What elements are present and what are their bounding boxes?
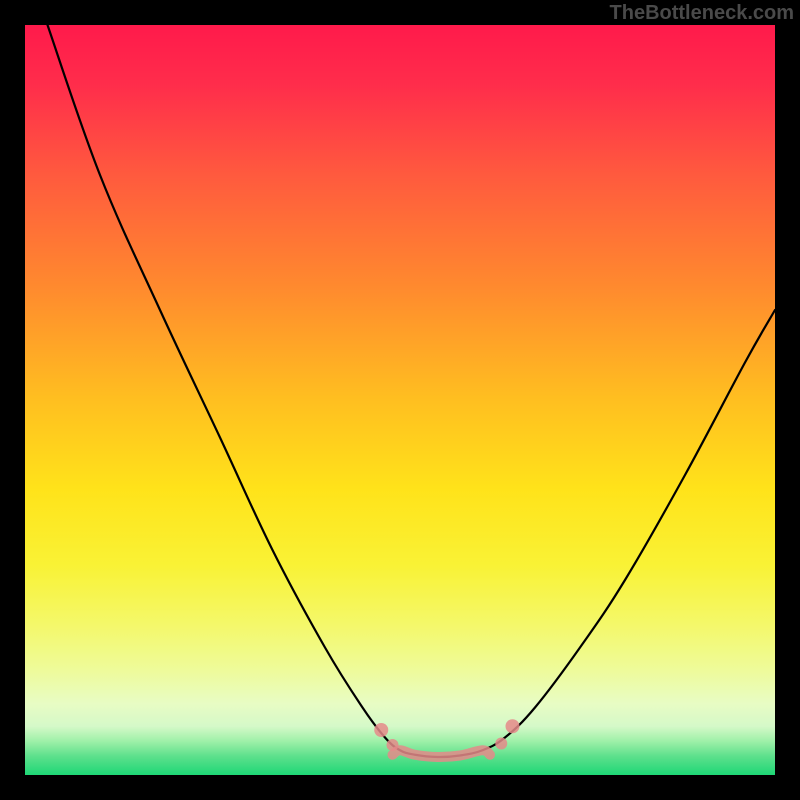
watermark: TheBottleneck.com — [610, 2, 794, 25]
chart-root: TheBottleneck.com — [0, 0, 800, 800]
plot-area — [25, 25, 775, 775]
